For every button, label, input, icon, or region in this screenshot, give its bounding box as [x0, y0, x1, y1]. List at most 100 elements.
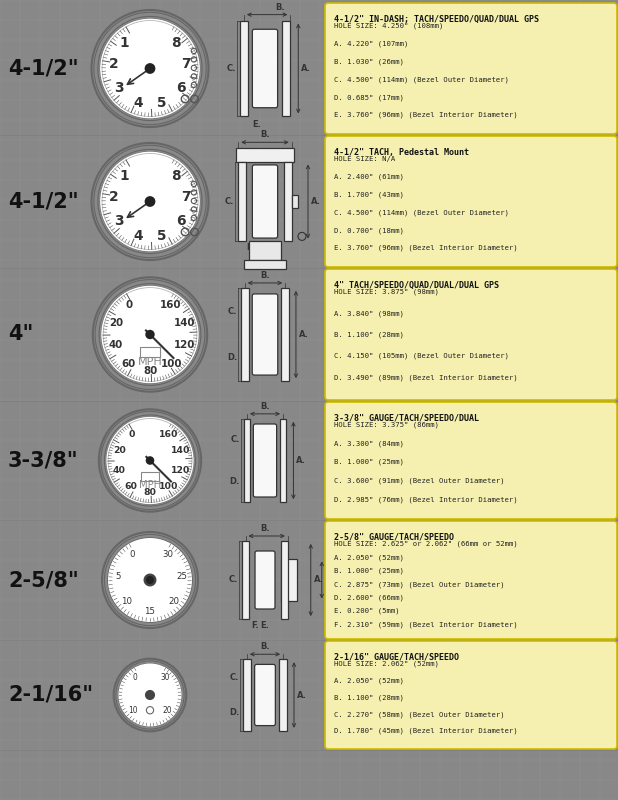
Text: D.: D.	[229, 477, 240, 486]
Text: C.: C.	[230, 673, 239, 682]
Text: D.: D.	[229, 708, 239, 718]
Text: C.: C.	[226, 64, 235, 73]
Bar	[140, 347, 160, 358]
Text: 40: 40	[109, 340, 123, 350]
Text: D. 0.685" (17mm): D. 0.685" (17mm)	[334, 94, 404, 101]
Bar	[243, 260, 286, 270]
Text: 7: 7	[181, 58, 191, 71]
Text: D. 2.600" (66mm): D. 2.600" (66mm)	[334, 594, 404, 601]
Text: A.: A.	[297, 690, 307, 699]
Text: 10: 10	[121, 597, 132, 606]
Text: HOLE SIZE: 2.625" or 2.062" (66mm or 52mm): HOLE SIZE: 2.625" or 2.062" (66mm or 52m…	[334, 541, 518, 547]
Text: 4: 4	[133, 229, 143, 242]
Text: 5: 5	[157, 229, 167, 242]
Text: 4-1/2" TACH, Pedestal Mount: 4-1/2" TACH, Pedestal Mount	[334, 147, 469, 157]
Text: 60: 60	[122, 358, 136, 369]
Text: 80: 80	[143, 488, 156, 498]
FancyBboxPatch shape	[325, 269, 617, 400]
Text: A.: A.	[301, 64, 311, 73]
Text: B. 1.100" (28mm): B. 1.100" (28mm)	[334, 694, 404, 701]
Text: D. 0.700" (18mm): D. 0.700" (18mm)	[334, 227, 404, 234]
FancyBboxPatch shape	[325, 521, 617, 639]
Text: C.: C.	[227, 306, 237, 316]
Text: C. 4.500" (114mm) (Bezel Outer Diameter): C. 4.500" (114mm) (Bezel Outer Diameter)	[334, 76, 509, 82]
Circle shape	[102, 286, 198, 382]
Text: 3: 3	[114, 214, 124, 228]
Text: A. 3.840" (98mm): A. 3.840" (98mm)	[334, 310, 404, 317]
Text: A. 2.050" (52mm): A. 2.050" (52mm)	[334, 678, 404, 684]
Bar	[243, 419, 250, 502]
Text: A.: A.	[299, 330, 309, 339]
Circle shape	[101, 19, 199, 118]
Text: C. 4.500" (114mm) (Bezel Outer Diameter): C. 4.500" (114mm) (Bezel Outer Diameter)	[334, 210, 509, 216]
Text: 7: 7	[181, 190, 191, 205]
Text: F.: F.	[252, 621, 259, 630]
Bar	[240, 21, 248, 116]
Bar	[284, 162, 292, 242]
Text: A. 4.220" (107mm): A. 4.220" (107mm)	[334, 41, 408, 47]
Text: B.: B.	[260, 271, 270, 280]
FancyBboxPatch shape	[255, 664, 276, 726]
Text: E.: E.	[261, 621, 269, 630]
Text: E. 3.760" (96mm) (Bezel Interior Diameter): E. 3.760" (96mm) (Bezel Interior Diamete…	[334, 112, 518, 118]
Text: 140: 140	[174, 318, 195, 328]
FancyBboxPatch shape	[325, 3, 617, 134]
Text: 30: 30	[163, 550, 174, 558]
Text: 15: 15	[145, 607, 156, 616]
Text: 30: 30	[160, 673, 169, 682]
Text: C.: C.	[231, 435, 240, 444]
Text: 1: 1	[119, 36, 129, 50]
FancyBboxPatch shape	[253, 424, 277, 497]
Text: D.: D.	[276, 263, 286, 272]
Text: E.: E.	[252, 120, 261, 130]
Text: B.: B.	[275, 2, 285, 12]
Text: B.: B.	[260, 524, 270, 533]
Text: B. 1.100" (28mm): B. 1.100" (28mm)	[334, 331, 404, 338]
Text: 6: 6	[176, 214, 185, 228]
FancyBboxPatch shape	[252, 165, 277, 238]
Text: 3-3/8" GAUGE/TACH/SPEEDO/DUAL: 3-3/8" GAUGE/TACH/SPEEDO/DUAL	[334, 414, 479, 422]
Text: 20: 20	[168, 597, 179, 606]
Text: B.: B.	[260, 130, 270, 139]
Text: A. 3.300" (84mm): A. 3.300" (84mm)	[334, 440, 404, 447]
Text: 0: 0	[129, 430, 135, 438]
Text: HOLE SIZE: 3.375" (86mm): HOLE SIZE: 3.375" (86mm)	[334, 422, 439, 428]
Text: 2-5/8" GAUGE/TACH/SPEEDO: 2-5/8" GAUGE/TACH/SPEEDO	[334, 533, 454, 542]
Text: 2: 2	[109, 58, 119, 71]
Text: HOLE SIZE: N/A: HOLE SIZE: N/A	[334, 156, 396, 162]
Bar	[281, 558, 297, 602]
Text: 40: 40	[112, 466, 125, 474]
Circle shape	[145, 197, 154, 206]
Bar	[141, 472, 159, 481]
Bar	[281, 288, 289, 381]
Text: 3-3/8": 3-3/8"	[8, 450, 78, 470]
Text: A.: A.	[311, 197, 321, 206]
Text: 60: 60	[124, 482, 137, 491]
Text: 4-1/2": 4-1/2"	[8, 191, 78, 211]
Bar	[282, 21, 290, 116]
Text: B. 1.030" (26mm): B. 1.030" (26mm)	[334, 58, 404, 65]
Text: HOLE SIZE: 4.250" (108mm): HOLE SIZE: 4.250" (108mm)	[334, 22, 443, 30]
Text: B.: B.	[260, 642, 270, 651]
Text: 2-1/16" GAUGE/TACH/SPEEDO: 2-1/16" GAUGE/TACH/SPEEDO	[334, 653, 459, 662]
Text: C. 2.270" (58mm) (Bezel Outer Diameter): C. 2.270" (58mm) (Bezel Outer Diameter)	[334, 711, 505, 718]
Text: B. 1.000" (25mm): B. 1.000" (25mm)	[334, 459, 404, 466]
Text: MPH: MPH	[139, 480, 161, 490]
Text: 80: 80	[143, 366, 157, 375]
FancyBboxPatch shape	[325, 136, 617, 267]
Text: D. 1.780" (45mm) (Bezel Interior Diameter): D. 1.780" (45mm) (Bezel Interior Diamete…	[334, 728, 518, 734]
Text: C. 4.150" (105mm) (Bezel Outer Diameter): C. 4.150" (105mm) (Bezel Outer Diameter)	[334, 353, 509, 359]
Text: 25: 25	[176, 572, 187, 581]
Circle shape	[109, 538, 192, 622]
Text: 8: 8	[171, 36, 180, 50]
Circle shape	[146, 577, 153, 583]
Circle shape	[144, 574, 156, 586]
Text: 120: 120	[171, 466, 190, 474]
Circle shape	[145, 64, 154, 73]
Text: 8: 8	[171, 169, 180, 183]
Text: C.: C.	[229, 575, 238, 585]
Text: 6: 6	[176, 81, 185, 95]
Circle shape	[107, 418, 193, 503]
Bar	[249, 242, 281, 260]
Text: C. 2.875" (73mm) (Bezel Outer Diameter): C. 2.875" (73mm) (Bezel Outer Diameter)	[334, 581, 505, 587]
